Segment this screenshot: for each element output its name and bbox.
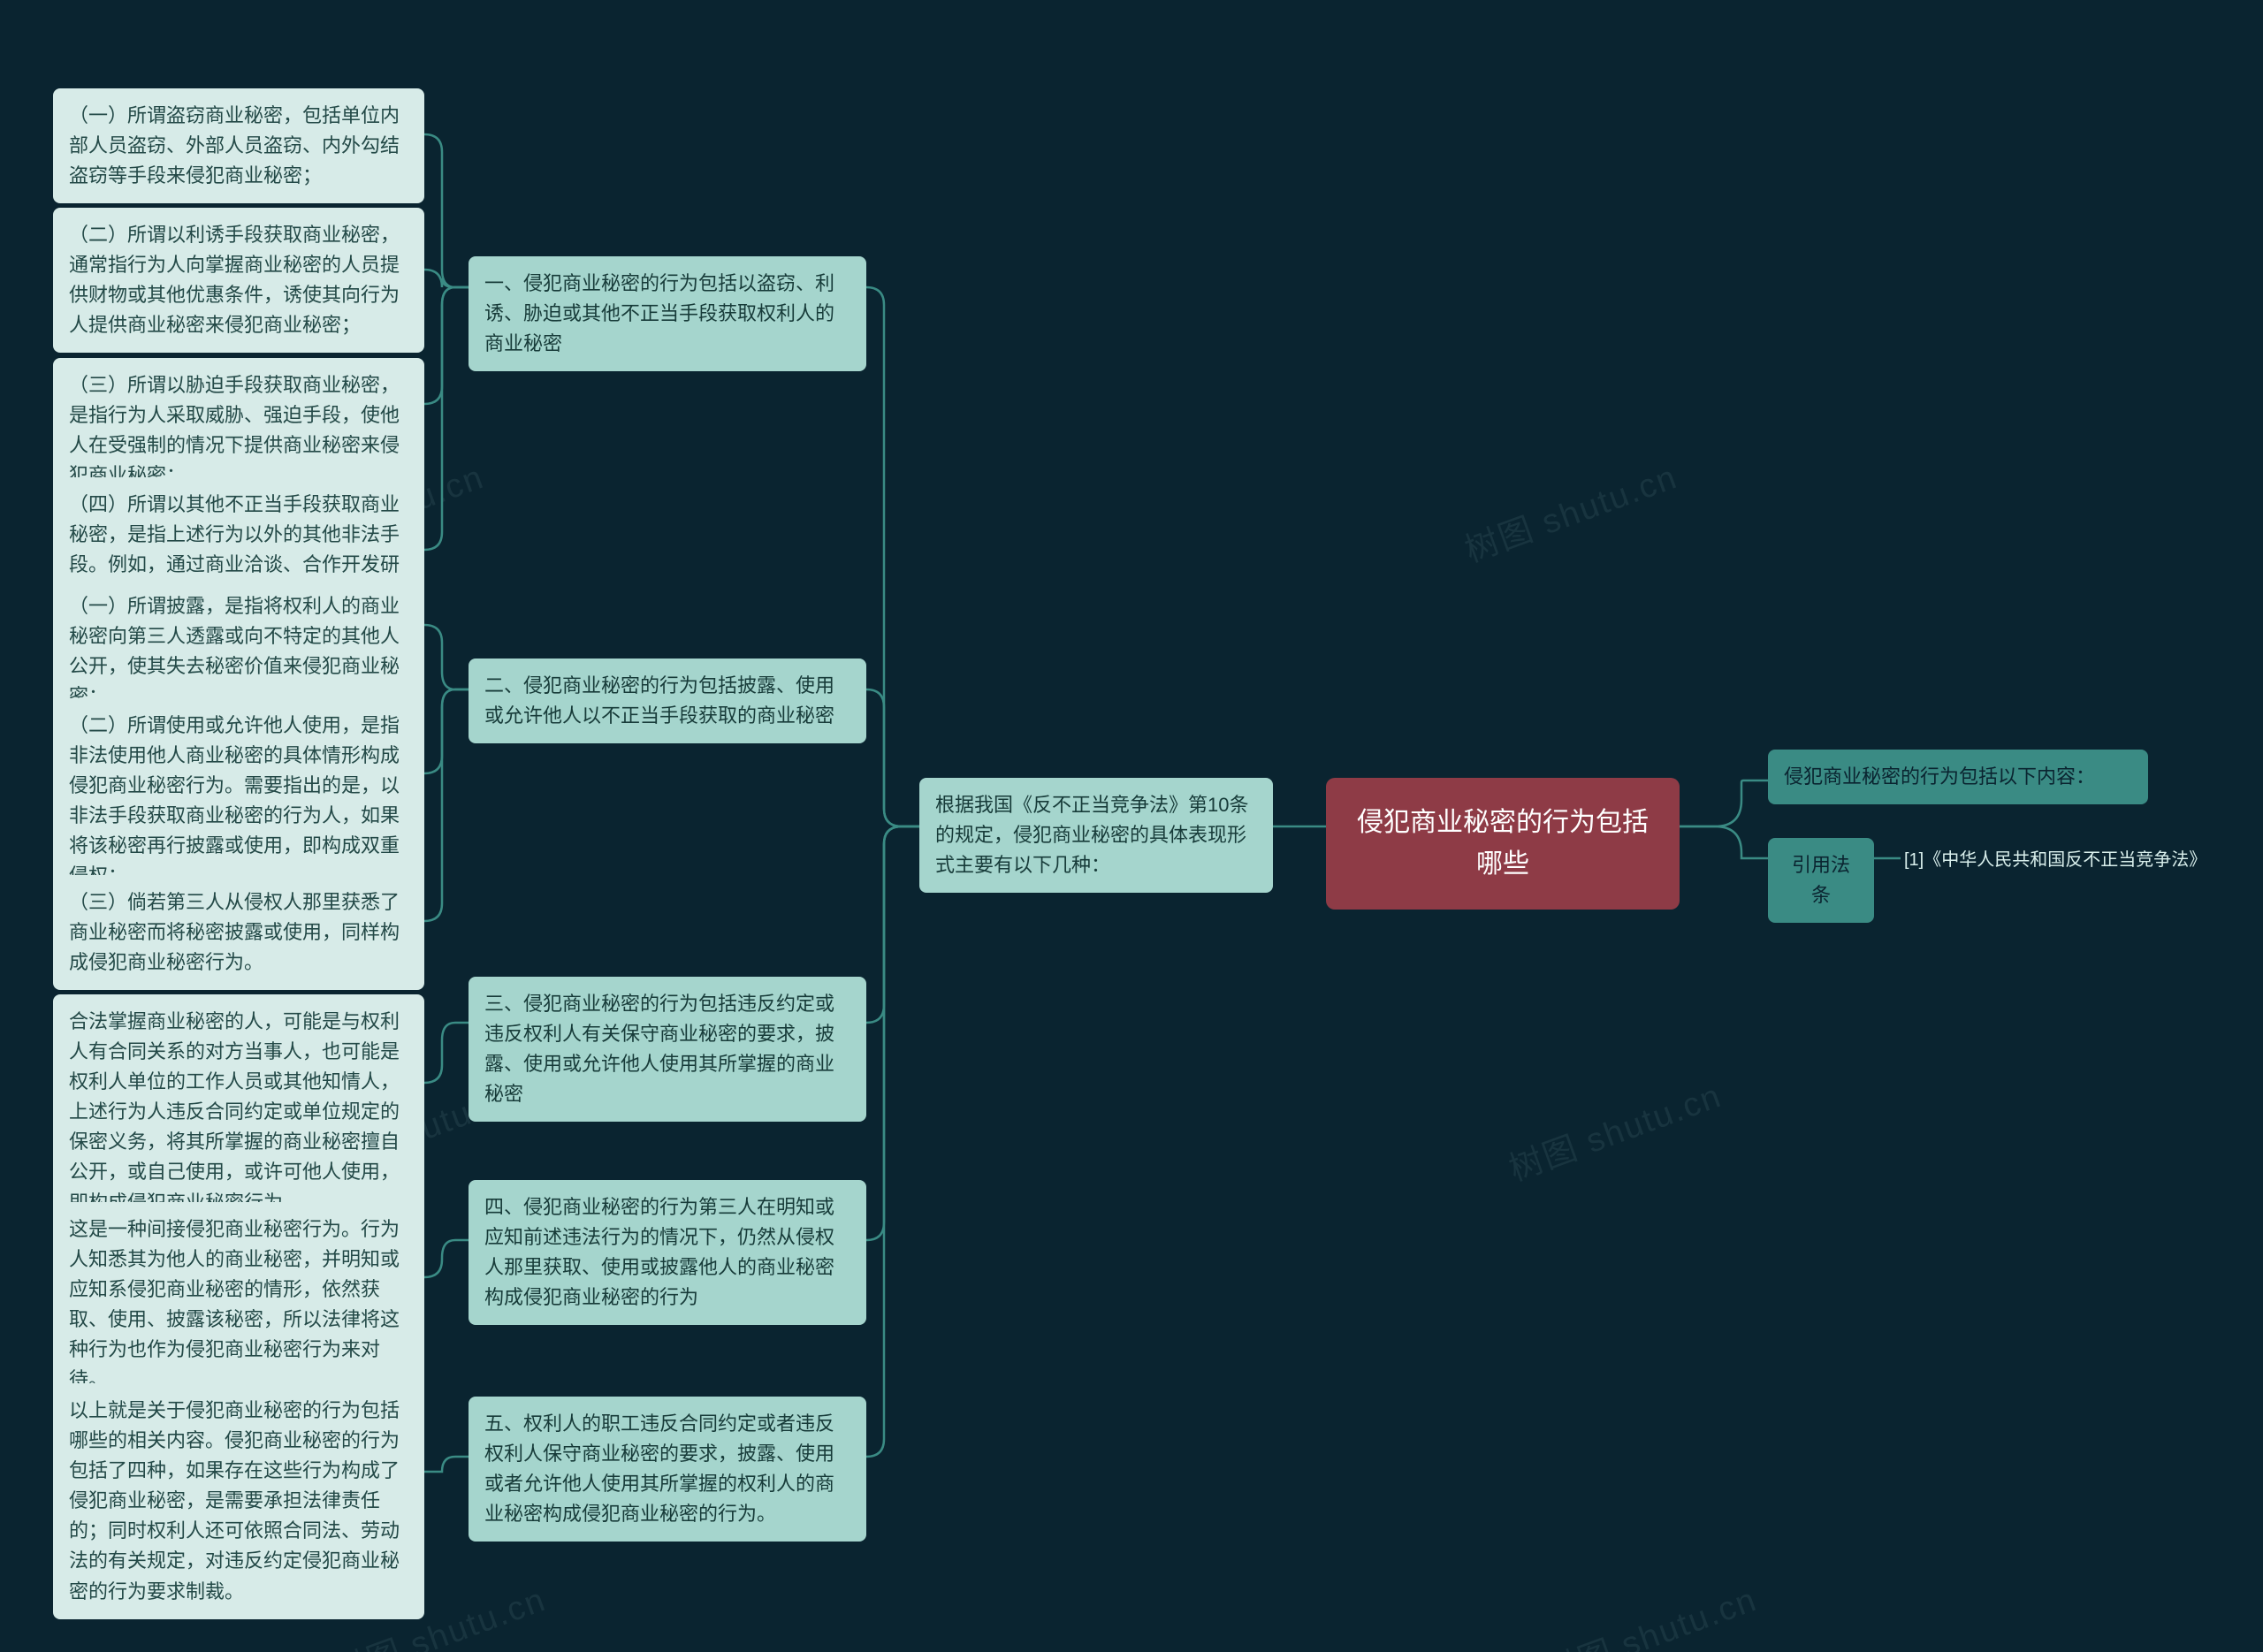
leaf-4-1[interactable]: 这是一种间接侵犯商业秘密行为。行为人知悉其为他人的商业秘密，并明知或应知系侵犯商… [53,1202,424,1408]
leaf-1-2[interactable]: （二）所谓以利诱手段获取商业秘密，通常指行为人向掌握商业秘密的人员提供财物或其他… [53,208,424,353]
definition-node[interactable]: 根据我国《反不正当竞争法》第10条的规定，侵犯商业秘密的具体表现形式主要有以下几… [919,778,1273,893]
branch-4[interactable]: 四、侵犯商业秘密的行为第三人在明知或应知前述违法行为的情况下，仍然从侵权人那里获… [469,1180,866,1325]
branch-3[interactable]: 三、侵犯商业秘密的行为包括违反约定或违反权利人有关保守商业秘密的要求，披露、使用… [469,977,866,1122]
leaf-right-2-1[interactable]: [1]《中华人民共和国反不正当竞争法》 [1901,841,2254,879]
branch-2[interactable]: 二、侵犯商业秘密的行为包括披露、使用或允许他人以不正当手段获取的商业秘密 [469,659,866,743]
leaf-5-1[interactable]: 以上就是关于侵犯商业秘密的行为包括哪些的相关内容。侵犯商业秘密的行为包括了四种，… [53,1383,424,1619]
branch-right-1[interactable]: 侵犯商业秘密的行为包括以下内容： [1768,750,2148,804]
watermark: 树图 shutu.cn [1536,1572,1763,1652]
mindmap-canvas: 树图 shutu.cn 树图 shutu.cn 树图 shutu.cn 树图 s… [0,0,2263,1652]
root-node[interactable]: 侵犯商业秘密的行为包括哪些 [1326,778,1680,910]
leaf-1-1[interactable]: （一）所谓盗窃商业秘密，包括单位内部人员盗窃、外部人员盗窃、内外勾结盗窃等手段来… [53,88,424,203]
leaf-2-2[interactable]: （二）所谓使用或允许他人使用，是指非法使用他人商业秘密的具体情形构成侵犯商业秘密… [53,698,424,904]
leaf-2-3[interactable]: （三）倘若第三人从侵权人那里获悉了商业秘密而将秘密披露或使用，同样构成侵犯商业秘… [53,875,424,990]
branch-1[interactable]: 一、侵犯商业秘密的行为包括以盗窃、利诱、胁迫或其他不正当手段获取权利人的商业秘密 [469,256,866,371]
branch-right-2[interactable]: 引用法条 [1768,838,1874,923]
branch-5[interactable]: 五、权利人的职工违反合同约定或者违反权利人保守商业秘密的要求，披露、使用或者允许… [469,1397,866,1542]
leaf-3-1[interactable]: 合法掌握商业秘密的人，可能是与权利人有合同关系的对方当事人，也可能是权利人单位的… [53,994,424,1230]
watermark: 树图 shutu.cn [1501,1069,1727,1191]
watermark: 树图 shutu.cn [1457,450,1683,572]
